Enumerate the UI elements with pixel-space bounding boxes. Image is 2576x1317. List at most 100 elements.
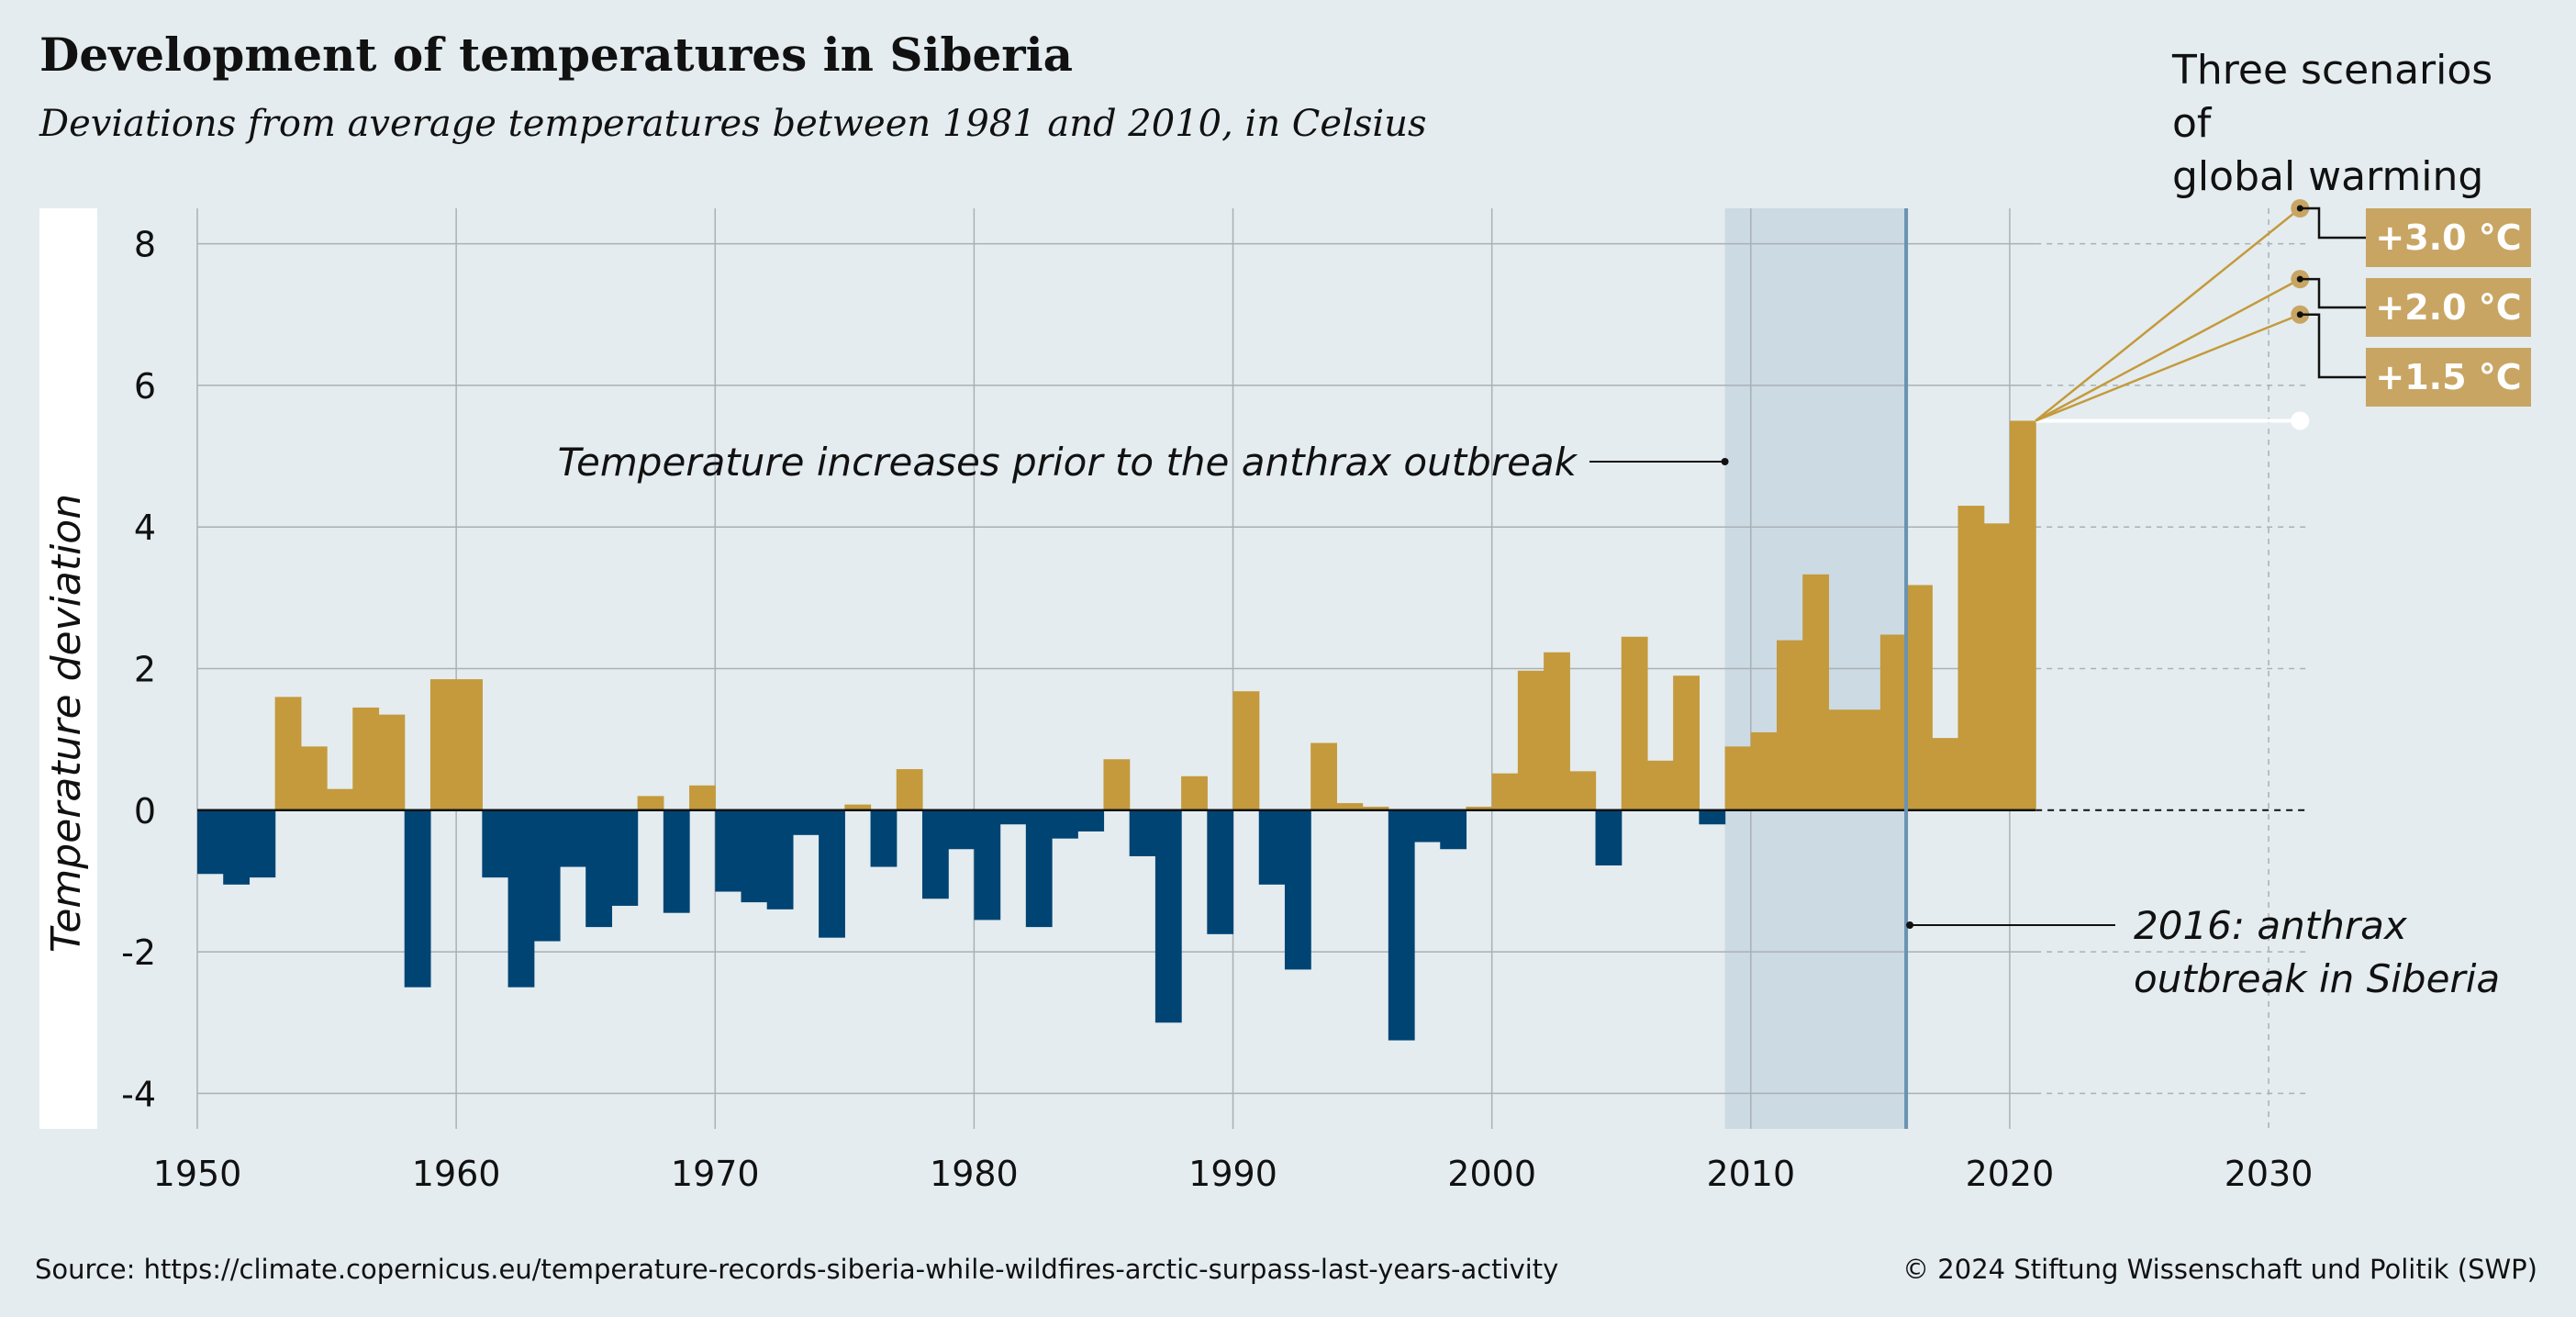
bar-1977 (896, 769, 923, 810)
event-annotation-line2: outbreak in Siberia (2134, 956, 2500, 1001)
scenario-box-0 (2366, 208, 2531, 267)
bar-1999 (1466, 806, 1493, 810)
bar-2017 (1932, 738, 1959, 810)
baseline-projection-dot (2291, 411, 2310, 430)
bar-2020 (2009, 420, 2036, 810)
bar-2007 (1673, 675, 1700, 810)
y-tick-label-6: 8 (134, 225, 156, 265)
chart-subtitle: Deviations from average temperatures bet… (39, 103, 1427, 145)
scenario-connector-2 (2300, 313, 2366, 379)
bar-1995 (1362, 806, 1389, 810)
bar-1981 (999, 809, 1027, 825)
bar-1970 (715, 809, 742, 892)
x-tick-label-2010: 2010 (1706, 1154, 1795, 1194)
bar-1974 (819, 809, 845, 938)
scenario-connector-0 (2300, 206, 2366, 240)
bar-1982 (1025, 809, 1053, 928)
bar-1973 (792, 809, 820, 835)
bar-1991 (1258, 809, 1286, 885)
bar-1980 (974, 809, 1001, 921)
bar-2010 (1750, 731, 1778, 810)
y-tick-label-4: 4 (134, 508, 156, 548)
bar-1972 (766, 809, 794, 910)
bar-1996 (1388, 809, 1415, 1041)
bar-1965 (585, 809, 613, 928)
bar-1983 (1052, 809, 1078, 839)
bar-2000 (1491, 773, 1519, 810)
y-axis-label: Temperature deviation (43, 494, 90, 953)
scenario-box-1 (2366, 278, 2531, 337)
y-tick-label-5: 6 (134, 366, 156, 407)
bar-2004 (1595, 809, 1623, 865)
bar-1960 (456, 679, 483, 810)
bar-2001 (1517, 670, 1544, 810)
x-tick-label-1950: 1950 (153, 1154, 242, 1194)
bar-2009 (1724, 746, 1752, 810)
scenario-label-1: +2.0 °C (2375, 287, 2521, 328)
bar-1957 (378, 714, 406, 810)
event-annotation-line1: 2016: anthrax (2134, 903, 2408, 948)
bar-1984 (1077, 809, 1105, 831)
bar-2019 (1983, 523, 2011, 810)
bar-1998 (1440, 809, 1467, 850)
scenario-box-2 (2366, 348, 2531, 407)
bar-2012 (1802, 574, 1830, 810)
bar-1989 (1207, 809, 1234, 934)
bar-1979 (948, 809, 976, 850)
bar-1953 (274, 697, 302, 810)
y-tick-label-0: -4 (121, 1074, 156, 1114)
x-tick-label-1970: 1970 (671, 1154, 760, 1194)
scenarios-heading: Three scenarios of global warming (2172, 44, 2503, 204)
bar-2003 (1569, 771, 1597, 810)
bar-1976 (870, 809, 898, 867)
event-annotation-dot (1906, 921, 1914, 929)
scenarios-heading-line1: Three scenarios of (2172, 47, 2493, 147)
bar-1964 (559, 809, 586, 867)
bar-1988 (1181, 776, 1208, 810)
bar-2016 (1906, 585, 1933, 810)
bar-1954 (300, 746, 328, 810)
bar-1985 (1103, 759, 1131, 810)
highlight-annotation-dot (1721, 458, 1729, 465)
x-tick-label-2000: 2000 (1447, 1154, 1536, 1194)
y-tick-label-3: 2 (134, 650, 156, 690)
bar-1950 (197, 809, 224, 875)
bar-1959 (429, 679, 457, 810)
bar-2006 (1646, 760, 1674, 810)
bar-1962 (507, 809, 535, 988)
bar-2014 (1854, 709, 1881, 810)
source-note: Source: https://climate.copernicus.eu/te… (35, 1254, 1559, 1285)
bar-2018 (1957, 506, 1985, 810)
scenario-line-2 (2035, 313, 2301, 422)
scenarios-heading-line2: global warming (2172, 153, 2484, 200)
bar-1961 (482, 809, 509, 878)
ylabel-panel (39, 208, 97, 1129)
bar-1978 (921, 809, 949, 899)
x-tick-label-2020: 2020 (1966, 1154, 2055, 1194)
y-tick-label-1: -2 (121, 932, 156, 973)
bar-1968 (663, 809, 690, 913)
x-tick-label-1980: 1980 (930, 1154, 1019, 1194)
bar-1963 (533, 809, 561, 942)
bar-2002 (1544, 652, 1570, 810)
scenario-line-1 (2035, 278, 2301, 422)
bar-1994 (1336, 803, 1364, 810)
bar-1966 (611, 809, 639, 906)
x-tick-label-1990: 1990 (1188, 1154, 1277, 1194)
bar-1975 (844, 804, 872, 810)
bar-2013 (1828, 709, 1856, 810)
highlight-annotation: Temperature increases prior to the anthr… (558, 440, 1578, 485)
y-tick-label-2: 0 (134, 791, 156, 831)
scenario-label-0: +3.0 °C (2375, 218, 2521, 258)
bar-1993 (1310, 742, 1337, 810)
bar-1997 (1414, 809, 1441, 843)
bar-1958 (404, 809, 431, 988)
chart-title: Development of temperatures in Siberia (39, 28, 1074, 82)
bar-2015 (1879, 634, 1907, 810)
bar-1969 (689, 785, 716, 810)
bar-1951 (223, 809, 251, 885)
bar-1986 (1129, 809, 1156, 856)
bar-1952 (249, 809, 276, 878)
x-tick-label-2030: 2030 (2225, 1154, 2314, 1194)
bar-2008 (1699, 809, 1726, 825)
